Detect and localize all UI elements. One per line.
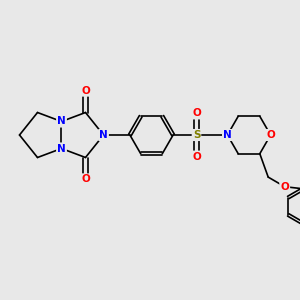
Text: O: O: [81, 85, 90, 96]
Text: N: N: [99, 130, 108, 140]
Text: N: N: [223, 130, 232, 140]
Text: O: O: [192, 152, 201, 162]
Text: O: O: [280, 182, 289, 192]
Text: O: O: [81, 174, 90, 184]
Text: O: O: [266, 130, 275, 140]
Text: O: O: [192, 108, 201, 118]
Text: S: S: [193, 130, 200, 140]
Text: N: N: [57, 116, 66, 127]
Text: N: N: [57, 143, 66, 154]
